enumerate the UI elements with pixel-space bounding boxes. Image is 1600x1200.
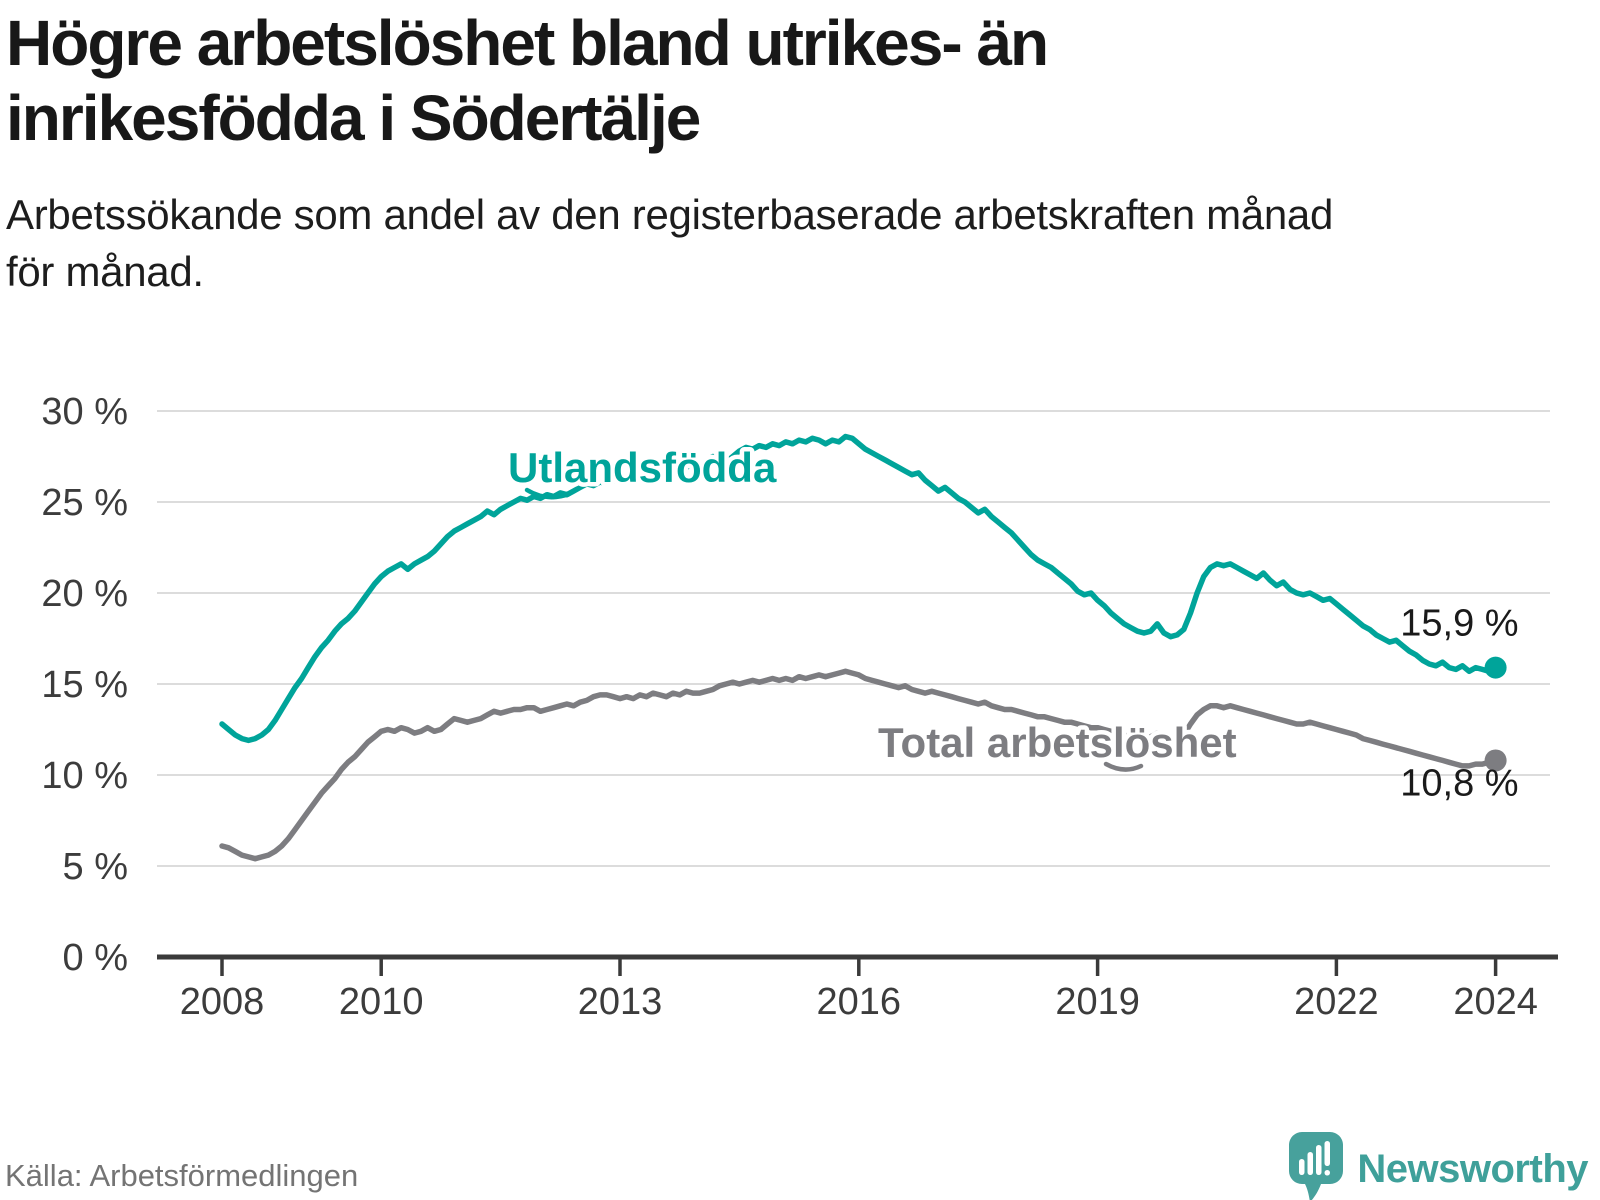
logo-exclamation-dot	[1324, 1170, 1331, 1176]
series-line-utlandsf-dda	[219, 433, 1499, 744]
x-axis-tick-label: 2013	[578, 981, 663, 1023]
x-axis-tick-label: 2010	[339, 981, 424, 1023]
y-axis-tick-label: 20 %	[41, 573, 128, 615]
series-line-total-arbetsl-shet	[219, 668, 1499, 862]
page-title-line1: Högre arbetslöshet bland utrikes- än	[6, 7, 1049, 79]
series-end-value-label: 10,8 %	[1400, 762, 1518, 804]
series-label-total-arbetsl-shet: Total arbetslöshet	[878, 719, 1237, 766]
newsworthy-logo-icon	[1289, 1132, 1344, 1200]
x-axis-tick-label: 2019	[1055, 981, 1140, 1023]
y-axis-tick-label: 15 %	[41, 664, 128, 706]
series-lines	[219, 433, 1499, 862]
y-axis-tick-label: 0 %	[63, 937, 128, 979]
x-axis	[157, 954, 1558, 976]
page-subtitle: Arbetssökande som andel av den registerb…	[6, 186, 1333, 300]
source-note: Källa: Arbetsförmedlingen	[5, 1158, 359, 1193]
brand-lockup: Newsworthy	[1289, 1132, 1588, 1200]
series-label-swoosh	[524, 487, 572, 500]
x-axis-labels: 2008 2010 2013 2016 2019 2022 2024	[180, 981, 1538, 1023]
y-axis-tick-label: 5 %	[63, 846, 128, 888]
series-end-dot	[1484, 749, 1507, 772]
logo-exclamation-bar	[1324, 1141, 1331, 1166]
series-annotations: Utlandsfödda 15,9 % Total arbetslöshet 10,8…	[504, 440, 1519, 805]
logo-bar-tall	[1316, 1145, 1322, 1175]
page-title: Högre arbetslöshet bland utrikes- än inri…	[6, 6, 1049, 156]
x-axis-tick-label: 2022	[1294, 981, 1379, 1023]
brand-name: Newsworthy	[1357, 1146, 1588, 1191]
logo-bar-medium	[1307, 1152, 1314, 1175]
series-label-swoosh	[1103, 761, 1144, 772]
gridlines	[157, 410, 1550, 867]
y-axis-tick-label: 10 %	[41, 755, 128, 797]
page-title-line2: inrikesfödda i Södertälje	[6, 81, 701, 154]
page-subtitle-line1: Arbetssökande som andel av den registerb…	[6, 191, 1334, 238]
x-axis-tick-label: 2016	[817, 981, 902, 1023]
series-end-value-label: 15,9 %	[1400, 603, 1518, 645]
y-axis-tick-label: 25 %	[41, 482, 128, 524]
logo-bar-short	[1299, 1159, 1305, 1175]
page-subtitle-line2: för månad.	[6, 248, 204, 296]
x-axis-tick-label: 2024	[1453, 981, 1538, 1023]
y-axis-tick-label: 30 %	[41, 391, 128, 433]
x-axis-tick-label: 2008	[180, 981, 265, 1023]
y-axis-labels: 0 % 5 % 10 % 15 % 20 % 25 % 30 %	[41, 391, 128, 979]
series-label-utlandsf-dda: Utlandsfödda	[508, 444, 777, 491]
series-end-dot	[1484, 656, 1507, 679]
